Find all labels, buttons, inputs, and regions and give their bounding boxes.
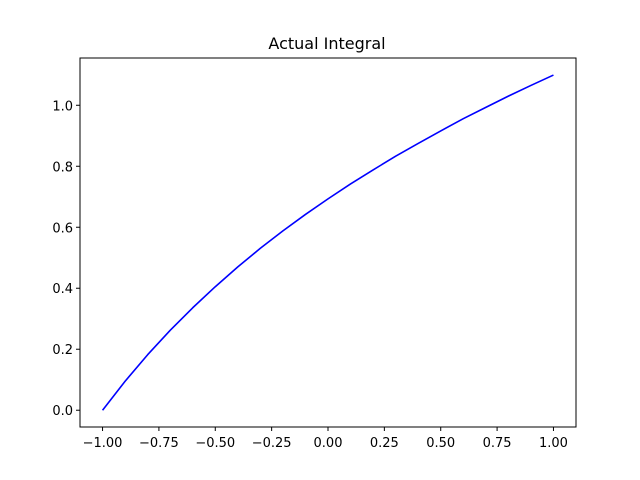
x-tick-label: −1.00 [83,436,123,451]
x-tick-label: −0.50 [195,436,235,451]
axes-frame [79,57,577,428]
x-axis: −1.00 −0.75 −0.50 −0.25 0.00 0.25 0.50 0.75 1.00 [83,427,568,451]
x-tick-label: 0.50 [426,436,455,451]
x-tick-label: 0.75 [483,436,512,451]
x-tick-label: 0.25 [370,436,399,451]
series-line-0 [101,74,554,411]
y-tick-label: 0.2 [52,343,73,358]
y-tick-label: 0.0 [52,404,73,419]
y-tick-label: 1.0 [52,99,73,114]
y-tick-label: 0.8 [52,160,73,175]
chart-title: Actual Integral [268,34,385,53]
x-tick-label: 1.00 [539,436,568,451]
x-tick-label: −0.75 [139,436,179,451]
x-tick-label: −0.25 [252,436,292,451]
x-tick-label: 0.00 [314,436,343,451]
y-axis: 0.0 0.2 0.4 0.6 0.8 1.0 [52,99,80,419]
plot-area [101,74,554,411]
y-tick-label: 0.4 [52,282,73,297]
y-tick-label: 0.6 [52,221,73,236]
